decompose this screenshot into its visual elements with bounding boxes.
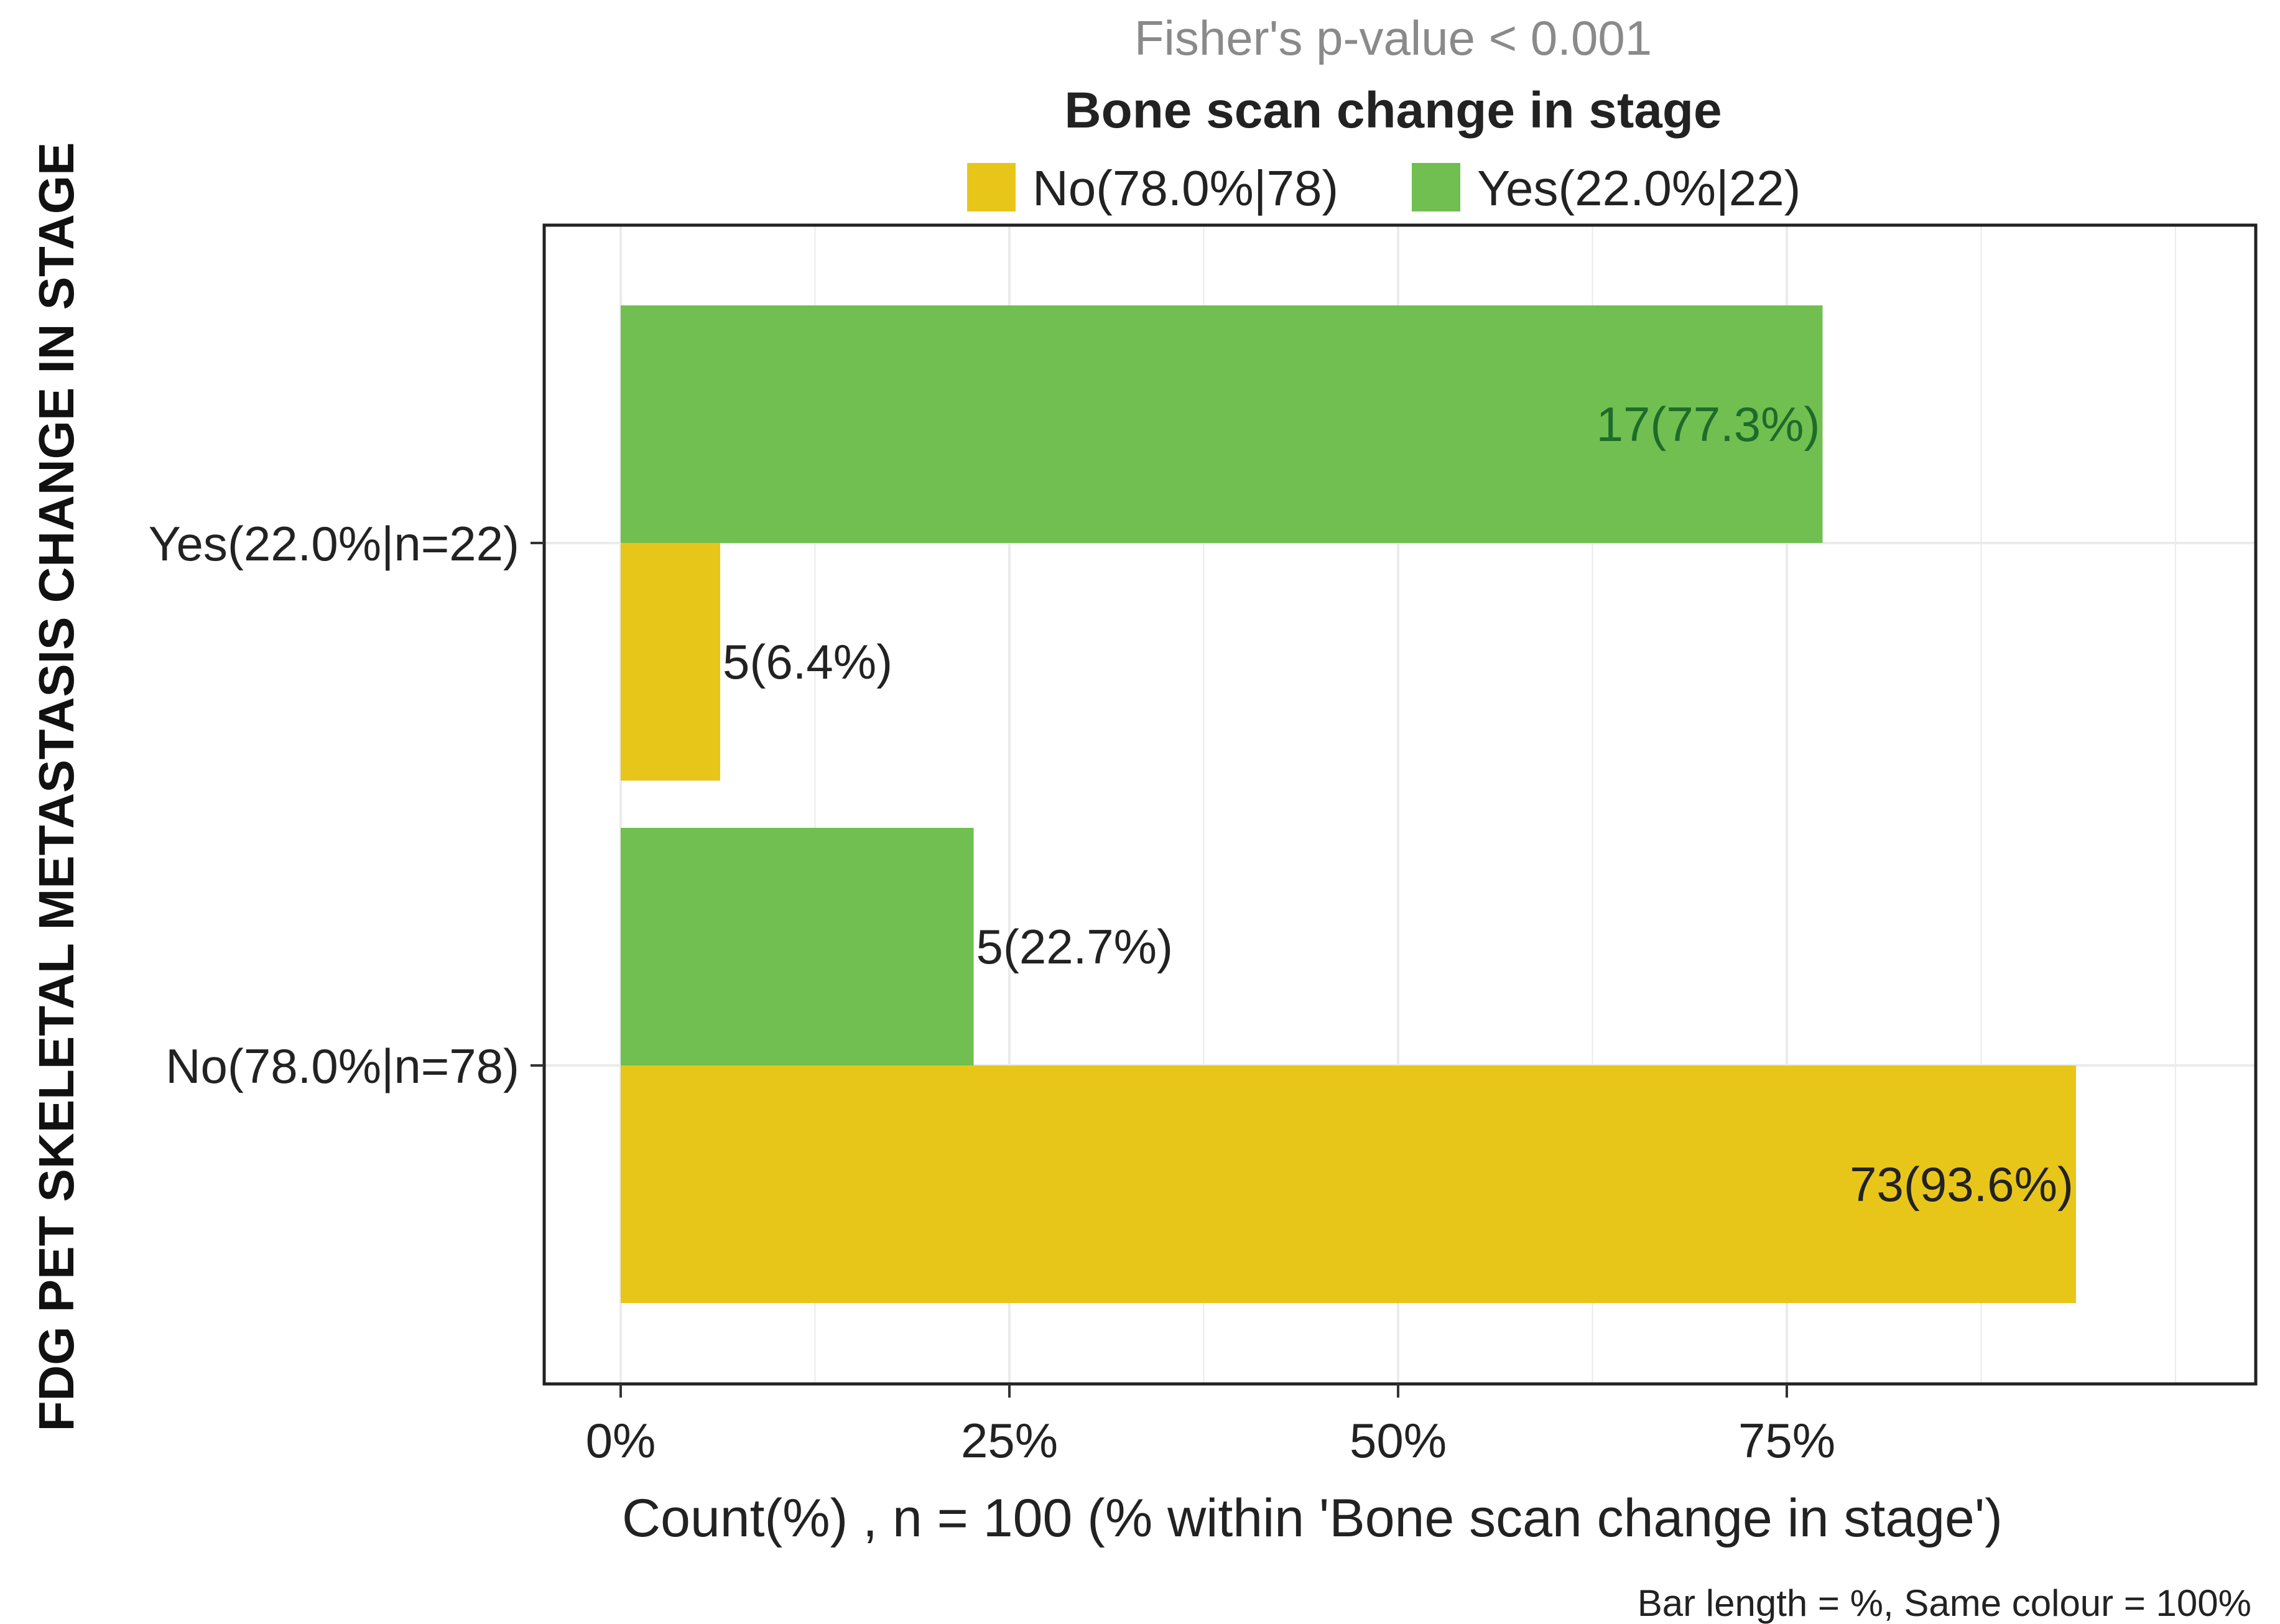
legend-label-yes: Yes(22.0%|22) <box>1477 160 1800 216</box>
legend-label-no: No(78.0%|78) <box>1032 160 1338 216</box>
chart-caption: Bar length = %, Same colour = 100% <box>1638 1582 2251 1624</box>
x-tick-label: 50% <box>1350 1413 1447 1468</box>
x-tick-label: 75% <box>1738 1413 1835 1468</box>
legend-title: Bone scan change in stage <box>1064 82 1722 139</box>
legend: No(78.0%|78) Yes(22.0%|22) <box>967 160 1800 216</box>
data-label: 73(93.6%) <box>1850 1157 2074 1212</box>
bar <box>621 828 974 1065</box>
y-axis-label: FDG PET SKELETAL METASTASIS CHANGE IN ST… <box>29 142 84 1432</box>
legend-swatch-no <box>967 163 1016 211</box>
y-axis-ticks: Yes(22.0%|n=22) No(78.0%|n=78) <box>149 516 544 1093</box>
data-label: 5(22.7%) <box>976 919 1174 974</box>
data-labels: 17(77.3%) 5(6.4%) 5(22.7%) 73(93.6%) <box>723 397 2074 1212</box>
x-axis-label: Count(%) , n = 100 (% within 'Bone scan … <box>622 1488 2003 1548</box>
data-label: 17(77.3%) <box>1596 397 1820 452</box>
plot-panel-border <box>542 223 2258 1386</box>
legend-swatch-yes <box>1412 163 1460 211</box>
bars <box>621 305 2076 1303</box>
chart-subtitle: Fisher's p-value < 0.001 <box>1134 11 1652 65</box>
bar <box>621 543 720 781</box>
x-tick-label: 0% <box>586 1413 656 1468</box>
bar <box>621 1065 2076 1303</box>
y-tick-label: No(78.0%|n=78) <box>165 1039 519 1093</box>
data-label: 5(6.4%) <box>723 634 892 689</box>
y-tick-label: Yes(22.0%|n=22) <box>149 516 519 571</box>
x-axis-ticks: 0% 25% 50% 75% <box>586 1384 1835 1468</box>
bar <box>621 305 1823 543</box>
x-tick-label: 25% <box>961 1413 1058 1468</box>
